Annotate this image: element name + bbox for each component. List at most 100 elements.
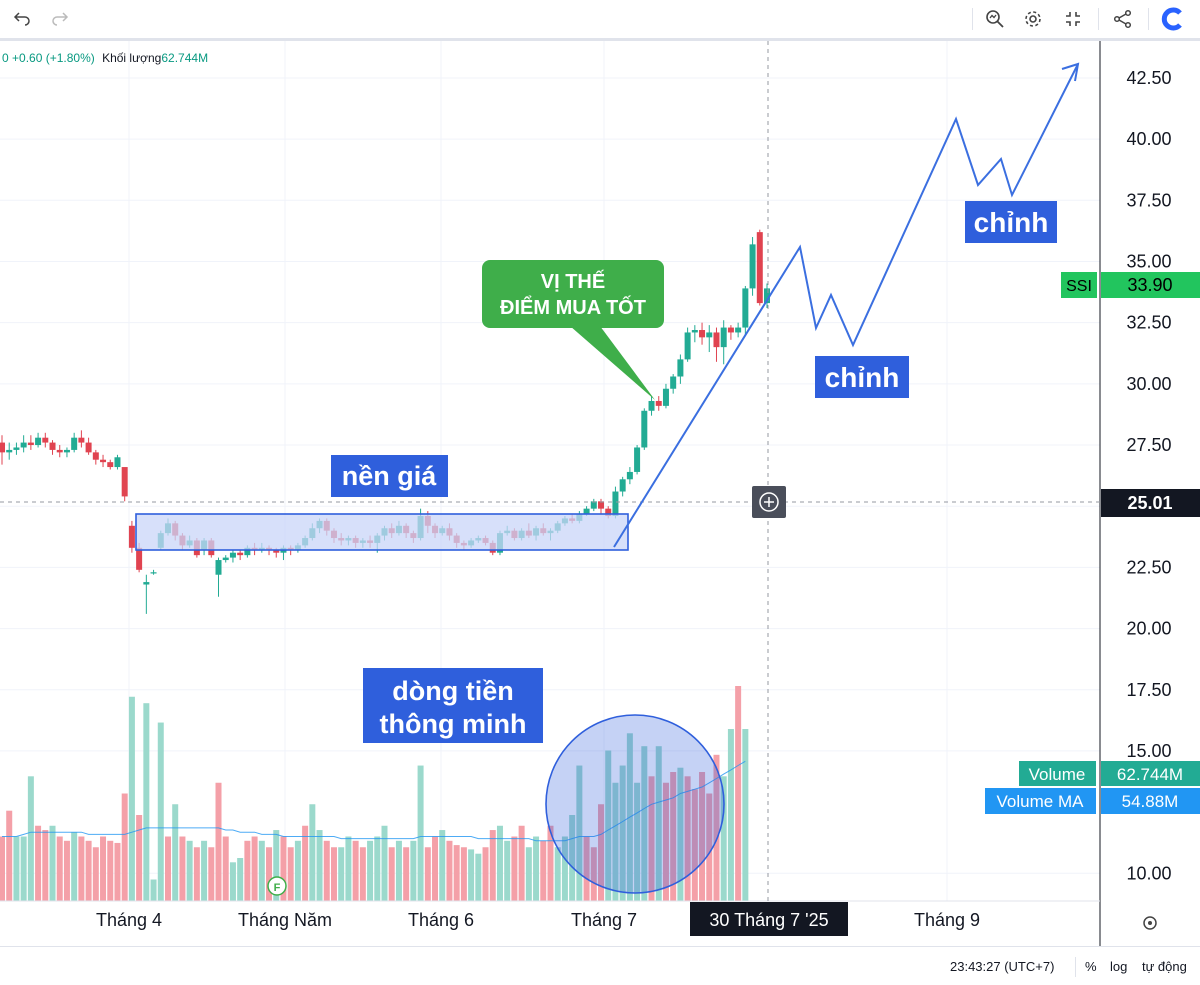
candle xyxy=(742,285,749,335)
volume-bar xyxy=(504,840,511,901)
volume-bar xyxy=(367,840,374,901)
volume-bar xyxy=(735,686,742,901)
x-tick-label: Tháng 9 xyxy=(914,910,980,930)
candle xyxy=(598,498,605,514)
y-tick-label: 20.00 xyxy=(1126,619,1171,639)
volume-bar xyxy=(56,836,63,901)
volume-bar xyxy=(20,836,27,901)
volume-bar xyxy=(85,840,92,901)
volume-bar xyxy=(634,782,641,901)
volume-bar xyxy=(641,746,648,901)
volume-bar xyxy=(742,729,749,901)
candle xyxy=(590,498,597,512)
candle xyxy=(706,325,713,353)
undo-icon[interactable] xyxy=(8,6,34,32)
annotation-correction-2: chỉnh xyxy=(965,201,1057,243)
volume-bar xyxy=(244,840,251,901)
candle xyxy=(85,437,92,455)
candle xyxy=(114,454,121,470)
volume-bar xyxy=(128,696,135,901)
candle xyxy=(63,447,70,458)
volume-bar xyxy=(71,832,78,901)
volume-bar xyxy=(201,840,208,901)
volume-bar xyxy=(720,776,727,901)
volume-bar xyxy=(359,847,366,901)
candle xyxy=(0,435,5,465)
fullscreen-icon[interactable] xyxy=(1060,6,1086,32)
volume-bar xyxy=(172,804,179,901)
volume-bar xyxy=(302,825,309,901)
share-icon[interactable] xyxy=(1110,6,1136,32)
axis-settings-icon[interactable] xyxy=(1143,916,1157,930)
y-tick-label: 32.50 xyxy=(1126,313,1171,333)
crosshair-date-label: 30 Tháng 7 '25 xyxy=(690,902,848,936)
candle xyxy=(100,454,107,468)
volume-legend-value: 62.744M xyxy=(161,51,209,65)
volume-bar xyxy=(619,765,626,901)
volume-bar xyxy=(489,830,496,901)
volume-bar xyxy=(554,847,561,901)
candle xyxy=(78,430,85,448)
flow-label-2: thông minh xyxy=(380,709,527,739)
redo-icon[interactable] xyxy=(48,6,74,32)
candle xyxy=(764,283,770,308)
volume-bar xyxy=(330,847,337,901)
volume-bar xyxy=(251,836,258,901)
annotation-smart-money: dòng tiền thông minh xyxy=(363,668,543,743)
log-toggle[interactable]: log xyxy=(1110,959,1128,974)
volume-bar xyxy=(186,840,193,901)
auto-toggle[interactable]: tự động xyxy=(1142,959,1187,974)
status-bar: 23:43:27 (UTC+7) % log tự động xyxy=(0,946,1200,985)
volume-bar xyxy=(395,840,402,901)
volume-bar xyxy=(164,836,171,901)
candle xyxy=(720,320,727,365)
buy-label-1: VỊ THẾ xyxy=(541,270,605,293)
volume-bar xyxy=(345,836,352,901)
correction-label-2: chỉnh xyxy=(974,207,1049,238)
volume-bar xyxy=(525,847,532,901)
tradingview-c-logo[interactable] xyxy=(1160,6,1186,32)
crosshair-price-label: 25.01 xyxy=(1101,489,1200,517)
volume-bar xyxy=(533,836,540,901)
candle xyxy=(735,322,742,338)
top-toolbar xyxy=(0,0,1200,41)
percent-toggle[interactable]: % xyxy=(1085,959,1097,974)
candle xyxy=(42,432,49,448)
volume-bar xyxy=(0,836,5,901)
last-price-value: 33.90 xyxy=(1127,275,1172,295)
zoom-search-icon[interactable] xyxy=(982,6,1008,32)
candle xyxy=(655,396,662,411)
clock: 23:43:27 (UTC+7) xyxy=(950,959,1055,974)
gear-icon[interactable] xyxy=(1020,6,1046,32)
event-marker[interactable]: F xyxy=(267,876,287,896)
volume-bar xyxy=(208,847,215,901)
volume-bar xyxy=(374,836,381,901)
price-change: 0 +0.60 (+1.80%) xyxy=(2,51,95,65)
volume-bar xyxy=(309,804,316,901)
volume-bar xyxy=(78,836,85,901)
volume-bar xyxy=(280,836,287,901)
volume-bar xyxy=(13,836,20,901)
crosshair-add-button[interactable] xyxy=(752,486,786,518)
candle xyxy=(641,408,648,450)
volume-bar xyxy=(338,847,345,901)
volume-bar xyxy=(670,772,677,901)
y-tick-label: 42.50 xyxy=(1126,68,1171,88)
volume-bar xyxy=(583,836,590,901)
volume-value-label: Volume 62.744M xyxy=(1019,761,1200,786)
candle xyxy=(71,432,78,453)
volume-bar xyxy=(424,847,431,901)
y-tick-label: 27.50 xyxy=(1126,435,1171,455)
volume-bar xyxy=(266,847,273,901)
volume-bar xyxy=(27,776,34,901)
volume-bar xyxy=(511,836,518,901)
candle xyxy=(35,432,42,448)
event-marker-label: F xyxy=(274,882,281,894)
volume-bar xyxy=(598,804,605,901)
volume-bar xyxy=(691,789,698,901)
volume-bar xyxy=(100,836,107,901)
base-label: nền giá xyxy=(342,461,437,491)
price-chart[interactable]: 42.5040.0037.5035.0032.5030.0027.5025.00… xyxy=(0,41,1200,946)
y-tick-label: 17.50 xyxy=(1126,680,1171,700)
candle xyxy=(677,354,684,384)
